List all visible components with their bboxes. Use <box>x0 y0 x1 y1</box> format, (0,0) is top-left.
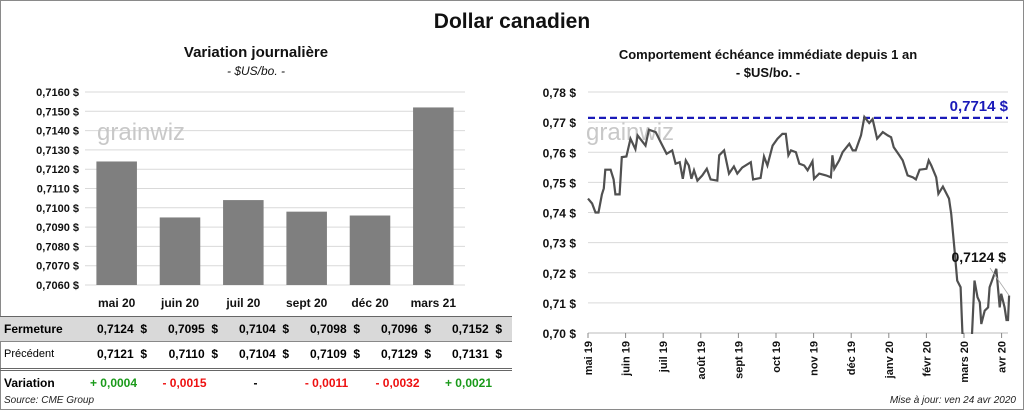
bar <box>286 211 327 285</box>
last-value-label: 0,7124 $ <box>952 249 1007 265</box>
y-tick-label: 0,7080 $ <box>36 241 79 253</box>
table-row-variation: Variation + 0,0004 - 0,0015 - - 0,0011 - 0,00… <box>0 368 512 395</box>
x-tick-label: févr 20 <box>921 341 933 376</box>
x-category-label: juil 20 <box>225 296 260 310</box>
y-tick-label: 0,72 $ <box>543 267 577 281</box>
x-tick-label: janv 20 <box>884 341 896 379</box>
x-tick-label: sept 19 <box>733 341 745 379</box>
line-chart-title: Comportement échéance immédiate depuis 1… <box>618 47 918 62</box>
y-tick-label: 0,7120 $ <box>36 164 79 176</box>
line-chart-subtitle: - $US/bo. - <box>735 65 801 80</box>
y-tick-label: 0,74 $ <box>543 207 577 221</box>
y-tick-label: 0,7090 $ <box>36 222 79 234</box>
x-category-label: sept 20 <box>286 296 328 310</box>
x-tick-label: août 19 <box>696 341 708 380</box>
bar-chart-title: Variation journalière <box>183 44 329 61</box>
table-cell: 0,7098 $ <box>309 322 360 336</box>
table-cell: 0,7096 $ <box>380 322 431 336</box>
x-tick-label: nov 19 <box>809 341 821 376</box>
y-tick-label: 0,78 $ <box>543 86 577 100</box>
table-cell: 0,7110 $ <box>168 347 218 361</box>
y-tick-label: 0,71 $ <box>543 297 577 311</box>
x-tick-label: juin 19 <box>621 341 633 377</box>
x-category-label: juin 20 <box>160 296 199 310</box>
bar <box>349 215 391 285</box>
leader-line <box>989 267 1010 296</box>
table-cell: 0,7104 $ <box>238 347 289 361</box>
table-cell: 0,7129 $ <box>380 347 431 361</box>
x-tick-label: juil 19 <box>658 341 670 373</box>
bar <box>159 217 201 285</box>
x-category-label: déc 20 <box>351 296 389 310</box>
y-tick-label: 0,75 $ <box>543 176 577 190</box>
y-tick-label: 0,73 $ <box>543 237 577 251</box>
row-label: Fermeture <box>4 322 63 336</box>
page-title: Dollar canadien <box>433 10 591 33</box>
bar <box>96 161 137 285</box>
y-tick-label: 0,7060 $ <box>36 280 79 292</box>
y-tick-label: 0,7070 $ <box>36 261 79 273</box>
y-tick-label: 0,7140 $ <box>36 126 79 138</box>
x-tick-label: mars 20 <box>959 341 971 383</box>
table-cell: + 0,0004 <box>89 376 138 390</box>
x-category-label: mars 21 <box>411 296 457 310</box>
x-tick-label: avr 20 <box>997 341 1009 373</box>
table-row-fermeture: Fermeture 0,7124 $ 0,7095 $ 0,7104 $ 0,7098 … <box>0 316 512 342</box>
table-cell: - 0,0032 <box>375 376 420 390</box>
watermark-logo: grainwiz <box>97 119 185 146</box>
table-cell: 0,7124 $ <box>96 322 147 336</box>
row-label: Précédent <box>4 348 55 360</box>
x-tick-label: déc 19 <box>846 341 858 375</box>
table-cell: - <box>253 376 258 390</box>
table-cell: - 0,0015 <box>162 376 207 390</box>
table-cell: 0,7121 $ <box>96 347 147 361</box>
high-value-label: 0,7714 $ <box>950 98 1009 115</box>
x-tick-label: oct 19 <box>771 341 783 373</box>
y-tick-label: 0,7110 $ <box>37 184 79 196</box>
y-tick-label: 0,77 $ <box>543 116 577 130</box>
x-tick-label: mai 19 <box>583 341 595 375</box>
bar-chart-subtitle: - $US/bo. - <box>226 64 286 78</box>
source-note: Source: CME Group <box>4 395 95 406</box>
update-note: Mise à jour: ven 24 avr 2020 <box>889 395 1016 406</box>
row-label: Variation <box>4 376 55 390</box>
x-category-label: mai 20 <box>98 296 136 310</box>
table-cell: + 0,0021 <box>444 376 493 390</box>
y-tick-label: 0,7150 $ <box>36 106 79 118</box>
table-cell: 0,7109 $ <box>309 347 360 361</box>
bar <box>413 107 454 285</box>
y-tick-label: 0,76 $ <box>543 146 577 160</box>
y-tick-label: 0,7100 $ <box>36 203 79 215</box>
table-cell: 0,7104 $ <box>238 322 289 336</box>
price-line <box>587 114 1011 334</box>
bar <box>223 200 264 285</box>
table-row-précédent: Précédent 0,7121 $ 0,7110 $ 0,7104 $ 0,7109 … <box>0 342 512 366</box>
table-cell: 0,7131 $ <box>451 347 502 361</box>
y-tick-label: 0,70 $ <box>543 327 577 341</box>
y-tick-label: 0,7130 $ <box>36 145 79 157</box>
table-cell: - 0,0011 <box>304 376 349 390</box>
y-tick-label: 0,7160 $ <box>36 87 79 99</box>
table-cell: 0,7152 $ <box>451 322 502 336</box>
table-cell: 0,7095 $ <box>167 322 218 336</box>
